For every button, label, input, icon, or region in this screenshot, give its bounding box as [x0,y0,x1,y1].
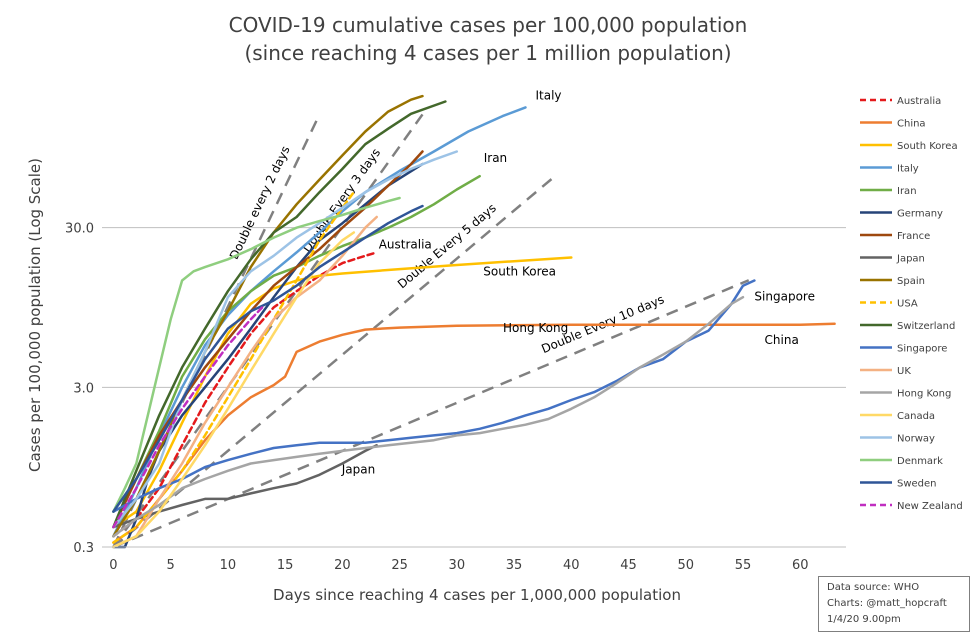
x-tick-label: 50 [677,558,694,573]
series-line-norway [112,150,459,529]
x-tick-label: 0 [109,558,117,573]
legend-entry: France [897,231,930,242]
series-line-denmark [112,196,401,513]
source-line: Data source: WHO [827,582,920,593]
series-line-singapore [112,279,756,513]
legend-entry: Hong Kong [897,389,951,400]
series-label-singapore: Singapore [754,290,815,304]
y-tick-label: 3.0 [73,381,94,396]
chart-subtitle: (since reaching 4 cases per 1 million po… [244,41,731,65]
reference-lines: Double every 2 days Double Every 3 days Do… [112,113,750,549]
credit-line: Charts: @matt_hopcraft [827,598,947,609]
series-line-germany [112,162,424,549]
x-tick-label: 35 [506,558,523,573]
legend-entry: USA [897,299,918,310]
doubling-reference-line [112,175,555,548]
series-line-usa [112,190,356,544]
series-label-italy: Italy [536,88,562,102]
x-tick-label: 30 [449,558,466,573]
legend-entry: Switzerland [897,321,955,332]
x-tick-label: 20 [334,558,351,573]
series-line-france [112,150,424,529]
series-line-uk [112,215,378,549]
series-line-hong-kong [112,295,745,538]
series-label-iran: Iran [484,151,507,165]
x-axis-title: Days since reaching 4 cases per 1,000,00… [273,586,681,604]
source-box: Data source: WHO Charts: @matt_hopcraft … [818,576,970,632]
legend-entry: Denmark [897,456,943,467]
y-axis-title: Cases per 100,000 population (Log Scale) [26,158,44,472]
series-label-hong-kong: Hong Kong [503,321,568,335]
legend-entry: Germany [897,209,943,220]
x-tick-label: 60 [792,558,809,573]
x-tick-label: 5 [167,558,175,573]
series-label-japan: Japan [341,462,375,476]
x-tick-label: 25 [391,558,408,573]
annotations: Australia China South Korea Italy Iran Japan S… [341,88,815,476]
series-line-canada [112,231,356,549]
chart-title: COVID-19 cumulative cases per 100,000 po… [229,13,748,37]
series-line-italy [112,106,527,538]
legend-entry: China [897,119,926,130]
x-tick-label: 55 [735,558,752,573]
axes: 0.3 3.0 30.0 0 5 10 15 20 25 30 35 40 45 50 55 60 [65,222,846,573]
legend-entry: South Korea [897,141,958,152]
series-line-sweden [112,204,424,513]
x-tick-label: 40 [563,558,580,573]
series-label-australia: Australia [379,237,432,251]
legend-entry: Norway [897,434,935,445]
legend-entry: Iran [897,186,917,197]
x-tick-label: 15 [277,558,294,573]
legend-entry: New Zealand [897,501,963,512]
series-lines [112,94,836,549]
legend-entry: Singapore [897,344,947,355]
doubling-reference-line [112,279,750,549]
legend-entry: Sweden [897,479,937,490]
series-line-south-korea [112,256,573,529]
legend-entry: Canada [897,411,935,422]
x-tick-label: 45 [620,558,637,573]
series-line-new-zealand [112,306,264,529]
legend-entry: UK [897,366,911,377]
series-label-china: China [765,333,799,347]
legend-entry: Italy [897,164,919,175]
legend: Australia China South Korea Italy Iran German… [860,96,963,512]
series-line-switzerland [112,100,447,529]
x-tick-label: 10 [220,558,237,573]
y-tick-label: 30.0 [65,222,94,237]
date-line: 1/4/20 9.00pm [827,614,901,625]
legend-entry: Japan [896,254,925,265]
legend-entry: Spain [897,276,925,287]
series-label-south-korea: South Korea [483,265,556,279]
legend-entry: Australia [897,96,941,107]
y-tick-label: 0.3 [73,541,94,556]
